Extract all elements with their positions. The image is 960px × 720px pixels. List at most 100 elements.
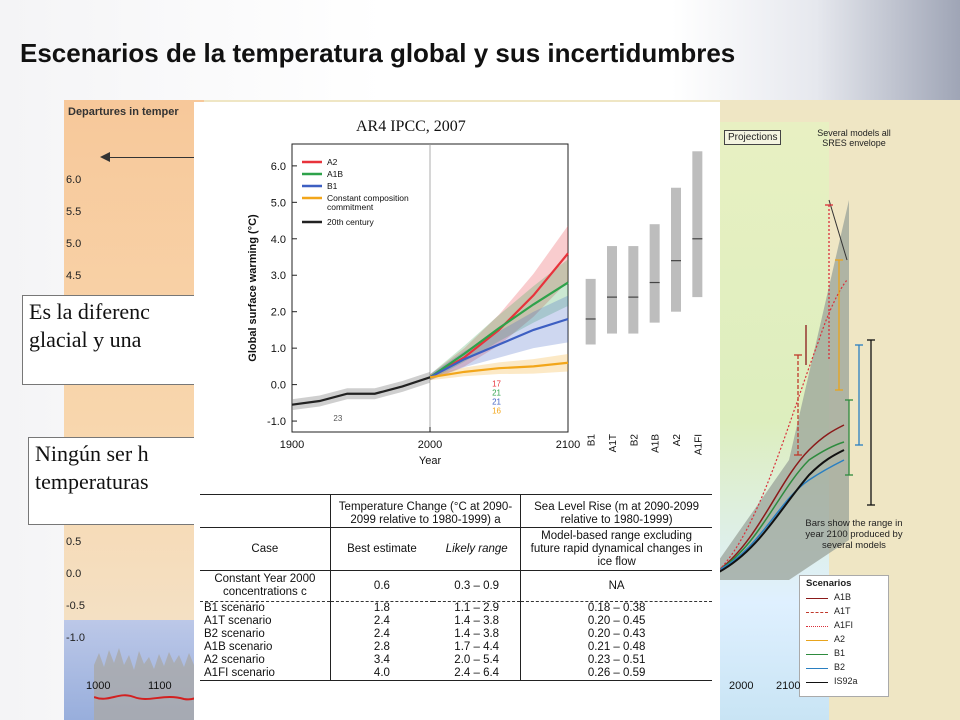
- run-count: 23: [333, 414, 342, 423]
- x-tick-label: 2100: [556, 439, 580, 451]
- bar-label: A1B: [651, 434, 662, 453]
- legend-label: IS92a: [834, 676, 858, 686]
- callout-line: Ningún ser h: [35, 441, 149, 466]
- x-tick-label: 2000: [418, 439, 442, 451]
- y-tick: 0.5: [66, 536, 82, 548]
- cell-likely: 1.4 – 3.8: [454, 615, 500, 627]
- uncertainty-band: [430, 225, 568, 381]
- cell-sea: 0.18 – 0.38: [520, 601, 712, 615]
- projection-fan: [719, 199, 849, 580]
- range-bar: [671, 187, 681, 312]
- bar-label: B1: [587, 434, 598, 447]
- legend-label: A1B: [834, 592, 852, 602]
- cell-best: 2.4: [329, 628, 434, 641]
- bar-label: B2: [629, 434, 640, 447]
- run-count: 21: [492, 397, 501, 406]
- y-tick-label: 5.0: [271, 197, 286, 209]
- callout-box-2: Ningún ser h temperaturas: [28, 437, 200, 525]
- cell-sea: 0.20 – 0.43: [520, 628, 712, 641]
- cell-best: 1.8: [329, 601, 434, 615]
- y-tick-label: 6.0: [271, 161, 286, 173]
- cell-likely: 2.4 – 6.4: [454, 667, 500, 679]
- cell-case: A1T scenario: [204, 615, 272, 627]
- cell-likely: 1.1 – 2.9: [454, 602, 500, 614]
- scenarios-legend: Scenarios A1B A1T A1FI A2 B1 B2 IS92a: [799, 575, 889, 697]
- run-count: 17: [492, 379, 501, 388]
- legend-label: A1FI: [834, 620, 854, 630]
- ipcc-table-panel: Temperature Change (°C at 2090-2099 rela…: [194, 490, 720, 720]
- legend-item: IS92a: [806, 676, 886, 689]
- legend-label: commitment: [327, 202, 374, 212]
- cell-best: 4.0: [329, 667, 434, 681]
- cell-sea: 0.21 – 0.48: [520, 641, 712, 654]
- range-bars-2100: [794, 204, 875, 506]
- cell-likely: 0.3 – 0.9: [433, 570, 521, 602]
- cell-best: 0.6: [329, 570, 434, 602]
- projection-table: Temperature Change (°C at 2090-2099 rela…: [200, 494, 712, 681]
- cell-sea: 0.20 – 0.45: [520, 615, 712, 628]
- y-tick-label: 2.0: [271, 307, 286, 319]
- x-tick: 1100: [148, 680, 172, 692]
- cell-case: B1 scenario: [204, 602, 265, 614]
- bar-label: A2: [672, 434, 683, 447]
- arrow-line: [104, 157, 204, 158]
- legend-label: B1: [327, 181, 338, 191]
- bar-label: A1FI: [693, 434, 704, 455]
- cell-best: 2.8: [329, 641, 434, 654]
- x-tick: 1000: [86, 680, 111, 692]
- departures-header: Departures in temper: [68, 106, 179, 118]
- uncertainty-band: [292, 371, 430, 411]
- legend-label: Constant composition: [327, 193, 409, 203]
- y-tick-label: 1.0: [271, 343, 286, 355]
- legend-label: A2: [327, 157, 338, 167]
- y-tick: 0.0: [66, 568, 82, 580]
- legend-label: B1: [834, 648, 846, 658]
- legend-item: A1B: [806, 592, 886, 605]
- legend-title: Scenarios: [806, 578, 852, 589]
- run-count: 16: [492, 406, 501, 415]
- x-tick: 2000: [729, 680, 754, 692]
- range-bar: [692, 151, 703, 298]
- y-tick: -0.5: [66, 600, 85, 612]
- warming-chart: -1.0 0.0 1.0 2.0 3.0 4.0 5.0 6.0 1900 2000 2100 Yea…: [247, 143, 704, 467]
- y-tick: 5.5: [66, 206, 82, 218]
- range-bar: [628, 246, 639, 334]
- citation: AR4 IPCC, 2007: [356, 118, 466, 135]
- cell-sea: NA: [520, 570, 712, 602]
- legend-label: A1B: [327, 169, 343, 179]
- callout-line: temperaturas: [35, 469, 149, 494]
- col-likely: Likely range: [445, 542, 508, 555]
- cell-case: B2 scenario: [204, 628, 265, 640]
- cell-likely: 1.7 – 4.4: [454, 641, 500, 653]
- series-line: [291, 376, 431, 406]
- range-bar: [585, 278, 596, 345]
- y-tick: 6.0: [66, 174, 82, 186]
- y-tick-label: 4.0: [271, 234, 286, 246]
- table-row: B1 scenario 1.8 1.1 – 2.9 0.18 – 0.38: [200, 601, 712, 615]
- cell-case: A1B scenario: [204, 641, 273, 653]
- legend-label: A1T: [834, 606, 851, 616]
- cell-best: 3.4: [329, 654, 434, 667]
- y-axis-label: Global surface warming (°C): [247, 214, 259, 362]
- header-sea-level: Sea Level Rise (m at 2090-2099 relative …: [520, 494, 712, 528]
- table-row: A2 scenario 3.4 2.0 – 5.4 0.23 – 0.51: [200, 654, 712, 667]
- legend-item: A2: [806, 634, 886, 647]
- legend-label: A2: [834, 634, 846, 644]
- cell-best: 2.4: [329, 615, 434, 628]
- cell-likely: 1.4 – 3.8: [454, 628, 500, 640]
- x-tick: 2100: [776, 680, 801, 692]
- cell-likely: 2.0 – 5.4: [454, 654, 500, 666]
- legend-item: B1: [806, 648, 886, 661]
- table-row: Constant Year 2000 concentrations c 0.6 …: [200, 570, 712, 602]
- bar-label: A1T: [608, 434, 619, 452]
- table-row: A1FI scenario 4.0 2.4 – 6.4 0.26 – 0.59: [200, 667, 712, 681]
- cell-sea: 0.23 – 0.51: [520, 654, 712, 667]
- x-axis-label: Year: [419, 455, 442, 467]
- table-row: A1B scenario 2.8 1.7 – 4.4 0.21 – 0.48: [200, 641, 712, 654]
- x-tick-label: 1900: [280, 439, 304, 451]
- header-temperature: Temperature Change (°C at 2090-2099 rela…: [329, 494, 521, 528]
- cell-case: A1FI scenario: [204, 667, 275, 679]
- cell-sea: 0.26 – 0.59: [520, 667, 712, 681]
- legend-label: B2: [834, 662, 846, 672]
- legend-item: A1FI: [806, 620, 886, 633]
